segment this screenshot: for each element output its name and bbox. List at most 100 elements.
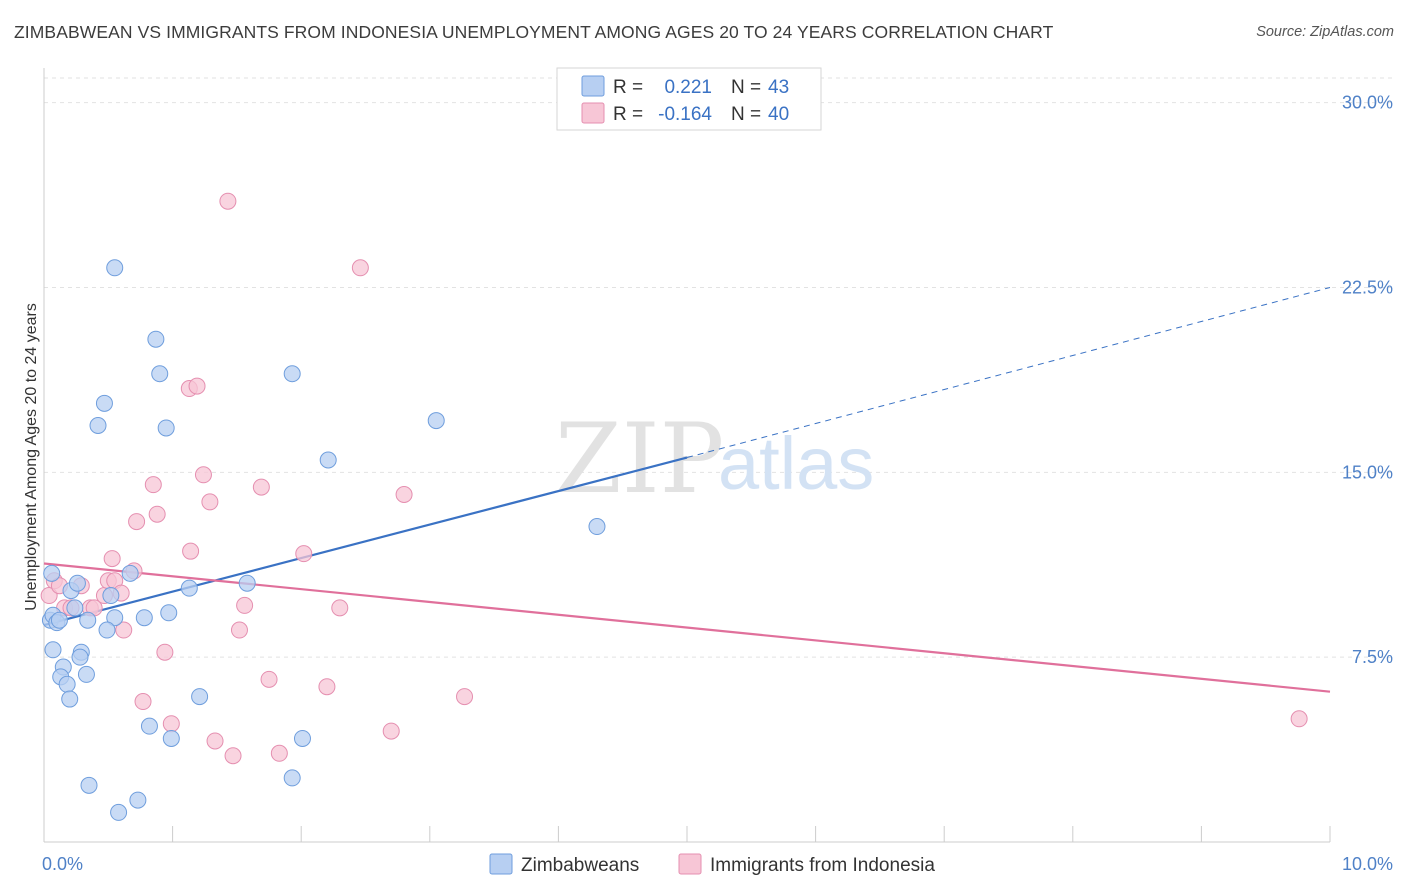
- point-zimbabweans: [102, 587, 120, 605]
- point-indonesia: [128, 513, 146, 531]
- point-indonesia: [351, 259, 369, 277]
- series-legend-swatch-zimbabweans: [489, 853, 513, 875]
- point-indonesia: [144, 476, 162, 494]
- legend-swatch-pink: [581, 102, 605, 124]
- point-zimbabweans: [80, 776, 98, 794]
- point-zimbabweans: [191, 688, 209, 706]
- point-zimbabweans: [121, 564, 139, 582]
- point-zimbabweans: [160, 604, 178, 622]
- x-ticks: [43, 826, 1331, 842]
- point-zimbabweans: [79, 611, 97, 629]
- point-zimbabweans: [135, 609, 153, 627]
- point-zimbabweans: [151, 365, 169, 383]
- point-zimbabweans: [283, 365, 301, 383]
- point-indonesia: [270, 744, 288, 762]
- x-tick-labels: 0.0% 10.0%: [42, 854, 1393, 874]
- point-indonesia: [230, 621, 248, 639]
- point-indonesia: [194, 466, 212, 484]
- point-indonesia: [148, 505, 166, 523]
- point-indonesia: [1290, 710, 1308, 728]
- legend-n-label-1: N =: [731, 77, 761, 98]
- chart-source: Source: ZipAtlas.com: [1256, 24, 1394, 40]
- legend-n-value-2: 40: [768, 104, 789, 125]
- point-indonesia: [295, 545, 313, 563]
- legend-r-label-1: R =: [613, 77, 643, 98]
- point-indonesia: [456, 688, 474, 706]
- trend-line-zimbabweans-extension: [686, 287, 1331, 459]
- point-zimbabweans: [95, 394, 113, 412]
- legend-r-label-2: R =: [613, 104, 643, 125]
- watermark: ZIP atlas: [555, 403, 874, 515]
- trend-line-indonesia: [43, 562, 1331, 693]
- series-legend-label-zimbabweans: Zimbabweans: [521, 855, 639, 876]
- point-indonesia: [115, 621, 133, 639]
- x-tick-label: 0.0%: [42, 854, 83, 874]
- correlation-legend: R = 0.221 N = 43 R = -0.164 N = 40: [556, 67, 822, 131]
- watermark-atlas: atlas: [718, 422, 874, 505]
- point-indonesia: [382, 722, 400, 740]
- series-zimbabweans-points: [41, 259, 606, 821]
- point-zimbabweans: [106, 259, 124, 277]
- point-indonesia: [236, 596, 254, 614]
- trend-line-zimbabweans: [43, 456, 688, 627]
- y-tick-labels: 7.5% 15.0% 22.5% 30.0%: [1342, 93, 1393, 668]
- point-zimbabweans: [129, 791, 147, 809]
- legend-r-value-1: 0.221: [664, 77, 712, 98]
- legend-swatch-blue: [581, 75, 605, 97]
- series-legend-label-indonesia: Immigrants from Indonesia: [710, 855, 935, 876]
- point-zimbabweans: [427, 412, 445, 430]
- point-zimbabweans: [44, 641, 62, 659]
- point-zimbabweans: [588, 518, 606, 536]
- point-zimbabweans: [293, 729, 311, 747]
- point-zimbabweans: [140, 717, 158, 735]
- point-zimbabweans: [180, 579, 198, 597]
- point-indonesia: [224, 747, 242, 765]
- point-zimbabweans: [106, 609, 124, 627]
- trend-lines: [43, 287, 1331, 693]
- point-indonesia: [156, 643, 174, 661]
- y-tick-label: 22.5%: [1342, 277, 1393, 297]
- point-indonesia: [134, 693, 152, 711]
- point-indonesia: [219, 192, 237, 210]
- point-indonesia: [182, 542, 200, 560]
- point-zimbabweans: [147, 330, 165, 348]
- point-zimbabweans: [58, 675, 76, 693]
- point-zimbabweans: [238, 574, 256, 592]
- point-indonesia: [103, 550, 121, 568]
- legend-n-value-1: 43: [768, 77, 789, 98]
- point-indonesia: [331, 599, 349, 617]
- point-indonesia: [260, 670, 278, 688]
- point-zimbabweans: [283, 769, 301, 787]
- point-indonesia: [252, 478, 270, 496]
- point-zimbabweans: [89, 416, 107, 434]
- point-zimbabweans: [162, 729, 180, 747]
- point-zimbabweans: [50, 611, 68, 629]
- point-zimbabweans: [66, 599, 84, 617]
- point-zimbabweans: [61, 690, 79, 708]
- legend-r-value-2: -0.164: [658, 104, 712, 125]
- chart-title: ZIMBABWEAN VS IMMIGRANTS FROM INDONESIA …: [14, 22, 1054, 42]
- y-tick-label: 7.5%: [1352, 647, 1393, 667]
- point-indonesia: [40, 587, 58, 605]
- point-indonesia: [188, 377, 206, 395]
- point-indonesia: [201, 493, 219, 511]
- point-zimbabweans: [43, 564, 61, 582]
- point-zimbabweans: [98, 621, 116, 639]
- point-indonesia: [206, 732, 224, 750]
- y-axis-label: Unemployment Among Ages 20 to 24 years: [23, 303, 40, 611]
- point-zimbabweans: [157, 419, 175, 437]
- point-indonesia: [162, 715, 180, 733]
- point-zimbabweans: [77, 665, 95, 683]
- series-legend: Zimbabweans Immigrants from Indonesia: [489, 853, 935, 876]
- point-indonesia: [395, 486, 413, 504]
- x-tick-label: 10.0%: [1342, 854, 1393, 874]
- legend-n-label-2: N =: [731, 104, 761, 125]
- y-tick-label: 15.0%: [1342, 462, 1393, 482]
- point-zimbabweans: [68, 574, 86, 592]
- y-tick-label: 30.0%: [1342, 93, 1393, 113]
- point-zimbabweans: [319, 451, 337, 469]
- watermark-zip: ZIP: [555, 403, 724, 515]
- point-indonesia: [318, 678, 336, 696]
- gridlines: [44, 77, 1392, 658]
